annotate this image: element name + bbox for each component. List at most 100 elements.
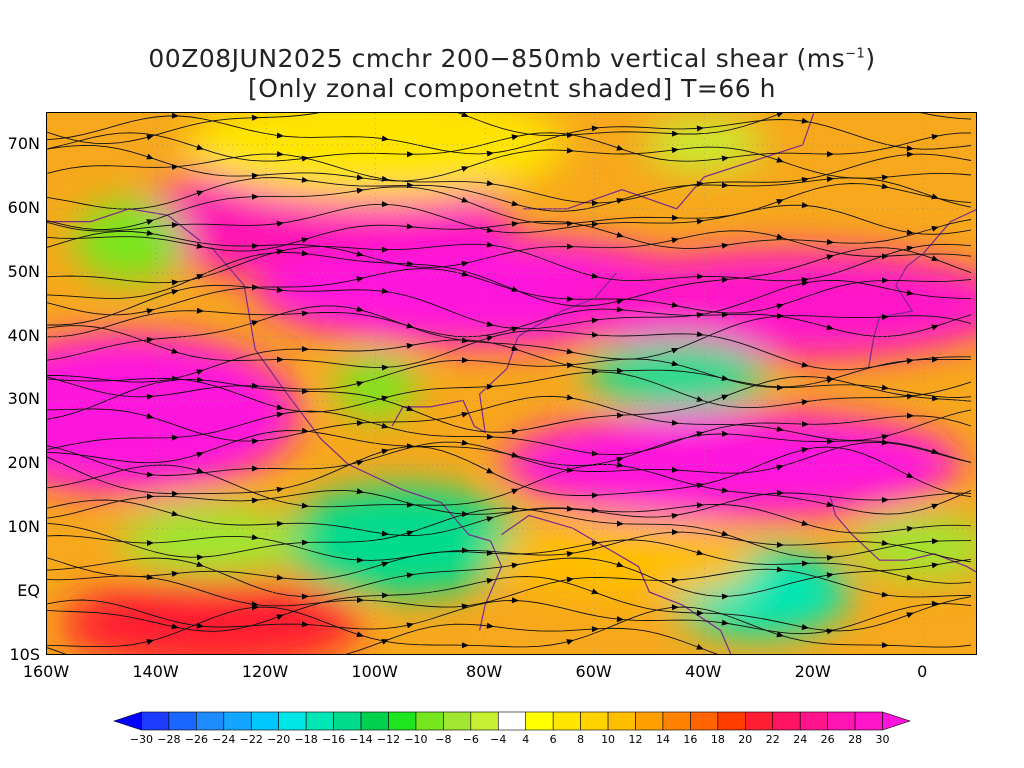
streamline-arrow bbox=[721, 276, 729, 283]
shade-mid-atlantic-easterly bbox=[586, 339, 767, 410]
streamline-arrow bbox=[616, 461, 624, 468]
streamline bbox=[47, 325, 971, 371]
streamline-arrow bbox=[196, 561, 204, 568]
streamline-arrow bbox=[566, 348, 574, 355]
streamline-arrow bbox=[671, 529, 679, 536]
streamline-arrow bbox=[301, 388, 309, 395]
streamline-arrow bbox=[486, 227, 494, 234]
coastline-1 bbox=[391, 272, 618, 434]
streamline-arrow bbox=[721, 619, 729, 626]
streamline-arrow bbox=[276, 132, 284, 139]
shade-gulf-of-guinea-easterly bbox=[853, 517, 976, 578]
streamline-arrow bbox=[196, 274, 204, 280]
streamline-arrow bbox=[931, 225, 939, 232]
lat-tick-label: 30N bbox=[7, 389, 40, 409]
streamline-arrow bbox=[616, 412, 624, 419]
streamline-arrow bbox=[171, 570, 179, 577]
colorbar-swatch bbox=[525, 711, 554, 731]
streamline-arrow bbox=[486, 180, 494, 187]
streamline-arrow bbox=[776, 156, 784, 163]
streamline bbox=[47, 539, 972, 584]
colorbar-swatch bbox=[360, 711, 389, 731]
streamline-arrow bbox=[931, 600, 939, 607]
streamline-arrow bbox=[801, 176, 809, 183]
streamline-arrow bbox=[591, 125, 599, 132]
colorbar-swatch bbox=[635, 711, 664, 731]
streamline-arrow bbox=[616, 456, 624, 463]
streamline-arrow bbox=[381, 135, 389, 142]
colorbar-swatch bbox=[745, 711, 774, 731]
streamline-arrow bbox=[591, 221, 599, 228]
colorbar-tick-label: 26 bbox=[820, 733, 835, 746]
streamline-arrow bbox=[696, 331, 704, 338]
shade-tropical-atlantic bbox=[492, 520, 753, 601]
streamline-arrow bbox=[356, 631, 364, 638]
colorbar-tick-label: 28 bbox=[848, 733, 863, 746]
shade-south-pacific-westerly bbox=[61, 579, 362, 654]
streamline-arrow bbox=[146, 413, 154, 419]
colorbar-tick-label: 30 bbox=[875, 733, 890, 746]
streamline-arrow bbox=[196, 467, 204, 474]
lon-tick-label: 140W bbox=[132, 662, 179, 681]
streamline-arrow bbox=[671, 577, 679, 584]
streamline-arrow bbox=[696, 181, 704, 187]
streamline-arrow bbox=[826, 628, 834, 635]
colorbar-swatch bbox=[580, 711, 609, 731]
streamline-arrow bbox=[486, 549, 494, 556]
streamline-arrow bbox=[511, 345, 519, 351]
streamline-arrow bbox=[721, 593, 729, 600]
streamline-arrow bbox=[381, 287, 389, 294]
streamline-arrow bbox=[251, 172, 259, 179]
streamline-arrow bbox=[276, 614, 284, 621]
streamline-arrow bbox=[906, 412, 914, 419]
streamline-arrow bbox=[356, 380, 364, 387]
streamline-arrow bbox=[356, 459, 364, 466]
coastline-0 bbox=[210, 246, 491, 542]
streamline bbox=[47, 183, 972, 230]
streamline-arrow bbox=[381, 592, 389, 599]
colorbar-tick-label: 20 bbox=[738, 733, 753, 746]
streamline-arrow bbox=[511, 134, 519, 141]
streamline bbox=[47, 358, 972, 398]
colorbar-tick-label: 22 bbox=[765, 733, 780, 746]
streamline-arrow bbox=[146, 336, 154, 343]
streamline-arrow bbox=[301, 502, 309, 509]
streamline-arrow bbox=[591, 272, 599, 279]
streamline-arrow bbox=[616, 144, 624, 151]
lon-tick-label: 160W bbox=[22, 662, 70, 681]
streamline-arrow bbox=[881, 439, 889, 446]
streamline-arrow bbox=[171, 348, 179, 354]
streamline-arrow bbox=[826, 324, 834, 331]
colorbar-tick-label: 12 bbox=[628, 733, 643, 746]
coastline-6 bbox=[47, 208, 201, 242]
colorbar bbox=[113, 711, 911, 731]
colorbar-tick-label: −10 bbox=[404, 733, 428, 746]
colorbar-swatch bbox=[717, 711, 746, 731]
streamline-arrow bbox=[276, 411, 284, 418]
streamline-arrow bbox=[906, 245, 914, 252]
streamline-arrow bbox=[146, 574, 154, 581]
streamline-arrow bbox=[931, 562, 939, 569]
streamline-arrow bbox=[801, 446, 809, 453]
streamline-arrow bbox=[356, 306, 364, 312]
streamline bbox=[47, 153, 972, 204]
streamline-arrow bbox=[486, 516, 494, 522]
streamline-arrow bbox=[671, 301, 679, 308]
streamline-arrow bbox=[776, 631, 784, 638]
colorbar-swatch bbox=[141, 711, 170, 731]
streamline-arrow bbox=[196, 307, 204, 314]
streamline-arrow bbox=[196, 369, 204, 376]
streamline-arrow bbox=[826, 554, 834, 561]
streamline-arrow bbox=[616, 231, 624, 238]
streamline-arrow bbox=[301, 310, 309, 317]
streamline bbox=[47, 230, 972, 268]
colorbar-swatch bbox=[690, 711, 719, 731]
streamline-arrow bbox=[146, 471, 154, 478]
colorbar-tick-label: 10 bbox=[601, 733, 616, 746]
streamline bbox=[47, 279, 972, 330]
streamline-arrow bbox=[276, 287, 284, 294]
streamline-arrow bbox=[776, 426, 784, 432]
streamline-arrow bbox=[671, 214, 679, 221]
streamline-arrow bbox=[301, 237, 309, 244]
streamline-arrow bbox=[276, 486, 284, 493]
